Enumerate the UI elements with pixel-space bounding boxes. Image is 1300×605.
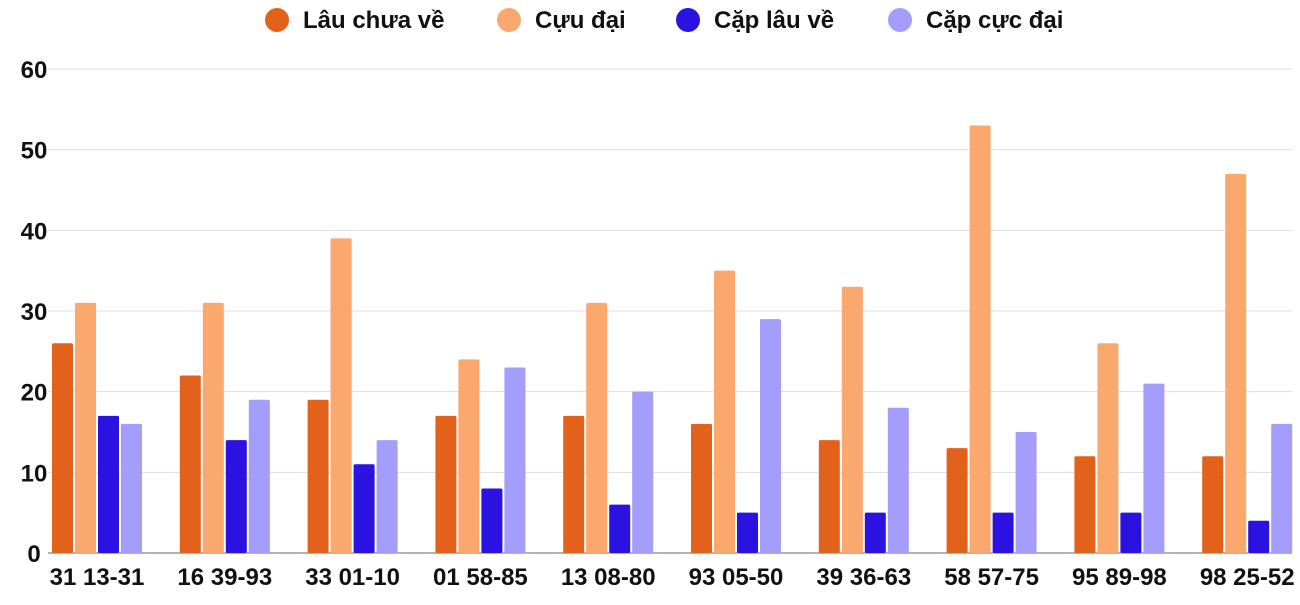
y-tick-label: 10 <box>21 460 48 487</box>
bar-cap-cuc-dai-16-39-93 <box>248 399 270 553</box>
bar-lau-chua-ve-13-08-80 <box>563 415 585 553</box>
legend-label: Cựu đại <box>535 7 626 34</box>
legend-swatch <box>888 8 912 32</box>
bar-lau-chua-ve-16-39-93 <box>179 375 201 553</box>
legend-item-cap-lau-ve[interactable]: Cặp lâu về <box>676 7 834 34</box>
y-tick-label: 60 <box>21 57 48 84</box>
bar-cap-lau-ve-58-57-75 <box>992 512 1014 553</box>
bar-cap-lau-ve-13-08-80 <box>609 504 631 553</box>
chart-legend: Lâu chưa về Cựu đại Cặp lâu về Cặp cực đại <box>265 7 1063 34</box>
y-tick-label: 20 <box>21 380 48 407</box>
legend-label: Cặp lâu về <box>714 7 834 34</box>
legend-label: Cặp cực đại <box>926 7 1063 34</box>
bar-lau-chua-ve-95-89-98 <box>1074 456 1096 553</box>
bar-lau-chua-ve-33-01-10 <box>307 399 329 553</box>
y-tick-label: 0 <box>27 541 40 568</box>
bar-cap-lau-ve-39-36-63 <box>864 512 886 553</box>
y-tick-label: 30 <box>21 299 48 326</box>
bar-cap-lau-ve-33-01-10 <box>353 464 375 553</box>
x-tick-label: 95 89-98 <box>1072 564 1167 591</box>
bar-cap-cuc-dai-98-25-52 <box>1271 423 1293 553</box>
x-axis: 31 13-31 16 39-93 33 01-10 01 58-85 13 08-80… <box>50 564 1295 591</box>
y-tick-label: 50 <box>21 138 48 165</box>
bar-lau-chua-ve-31-13-31 <box>52 343 73 553</box>
y-tick-label: 40 <box>21 218 48 245</box>
legend-item-cuu-dai[interactable]: Cựu đại <box>497 7 626 34</box>
bar-cap-cuc-dai-95-89-98 <box>1143 383 1165 553</box>
x-tick-label: 13 08-80 <box>561 564 656 591</box>
x-tick-label: 33 01-10 <box>305 564 400 591</box>
bar-cuu-dai-58-57-75 <box>969 125 991 553</box>
x-tick-label: 39 36-63 <box>816 564 911 591</box>
bar-cap-cuc-dai-93-05-50 <box>760 319 781 553</box>
x-tick-label: 98 25-52 <box>1200 564 1295 591</box>
bar-cap-lau-ve-98-25-52 <box>1248 520 1270 553</box>
legend-swatch <box>497 8 521 32</box>
bar-lau-chua-ve-39-36-63 <box>818 440 840 553</box>
bar-cap-cuc-dai-33-01-10 <box>376 440 398 553</box>
bar-cap-lau-ve-93-05-50 <box>737 512 758 553</box>
bar-lau-chua-ve-58-57-75 <box>946 448 968 553</box>
legend-item-cap-cuc-dai[interactable]: Cặp cực đại <box>888 7 1063 34</box>
bar-cuu-dai-95-89-98 <box>1097 343 1119 553</box>
legend-label: Lâu chưa về <box>303 7 444 34</box>
x-tick-label: 58 57-75 <box>944 564 1039 591</box>
legend-item-lau-chua-ve[interactable]: Lâu chưa về <box>265 7 444 34</box>
bar-lau-chua-ve-93-05-50 <box>691 423 712 553</box>
bar-cuu-dai-01-58-85 <box>458 359 480 553</box>
bars <box>52 125 1293 553</box>
bar-cap-cuc-dai-01-58-85 <box>504 367 526 553</box>
legend-swatch <box>265 8 289 32</box>
bar-cap-cuc-dai-58-57-75 <box>1015 432 1037 553</box>
x-tick-label: 31 13-31 <box>50 564 145 591</box>
bar-cap-lau-ve-16-39-93 <box>225 440 247 553</box>
x-tick-label: 01 58-85 <box>433 564 528 591</box>
bar-cuu-dai-98-25-52 <box>1225 173 1247 553</box>
x-tick-label: 16 39-93 <box>177 564 272 591</box>
y-axis: 0 10 20 30 40 50 60 <box>21 57 48 568</box>
bar-cap-cuc-dai-13-08-80 <box>632 391 654 553</box>
bar-cap-cuc-dai-31-13-31 <box>121 423 142 553</box>
bar-cap-lau-ve-31-13-31 <box>98 415 119 553</box>
bar-cuu-dai-31-13-31 <box>75 302 96 553</box>
bar-cuu-dai-39-36-63 <box>841 286 863 553</box>
x-tick-label: 93 05-50 <box>689 564 784 591</box>
bar-cuu-dai-33-01-10 <box>330 238 352 553</box>
bar-cap-lau-ve-01-58-85 <box>481 488 503 553</box>
bar-lau-chua-ve-01-58-85 <box>435 415 457 553</box>
bar-cap-lau-ve-95-89-98 <box>1120 512 1142 553</box>
legend-swatch <box>676 8 700 32</box>
bar-cap-cuc-dai-39-36-63 <box>887 407 909 553</box>
bar-lau-chua-ve-98-25-52 <box>1202 456 1224 553</box>
bar-cuu-dai-93-05-50 <box>714 270 735 553</box>
bar-cuu-dai-16-39-93 <box>202 302 224 553</box>
bar-cuu-dai-13-08-80 <box>586 302 608 553</box>
